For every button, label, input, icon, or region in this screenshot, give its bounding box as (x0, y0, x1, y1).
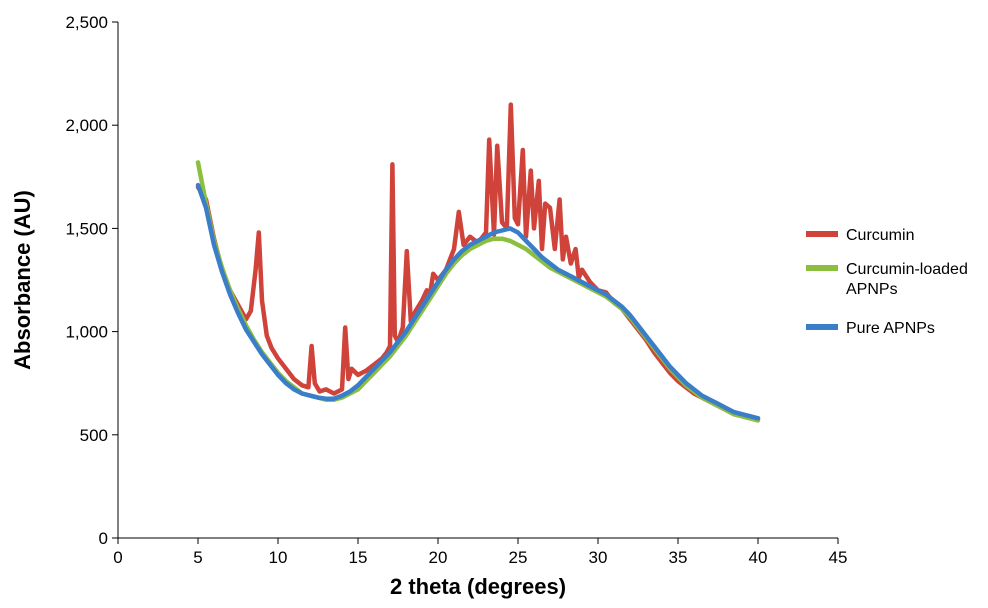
x-tick-label: 40 (749, 548, 768, 567)
series-line-2 (195, 182, 761, 421)
x-axis-title: 2 theta (degrees) (390, 574, 566, 599)
legend-label: Curcumin (846, 227, 914, 244)
x-tick-label: 25 (509, 548, 528, 567)
y-tick-label: 500 (80, 426, 108, 445)
y-axis-title: Absorbance (AU) (10, 190, 35, 370)
y-tick-label: 0 (99, 529, 108, 548)
legend-label: Curcumin-loaded APNPs (846, 261, 968, 298)
x-tick-label: 10 (269, 548, 288, 567)
x-tick-label: 30 (589, 548, 608, 567)
axes: 0 5 10 15 20 25 30 35 40 45 0 500 1,000 1,500 2,000 2,5… (65, 13, 847, 567)
x-tick-label: 20 (429, 548, 448, 567)
y-tick-label: 1,000 (65, 323, 108, 342)
series-layer (195, 102, 761, 423)
y-tick-label: 1,500 (65, 219, 108, 238)
y-tick-label: 2,000 (65, 116, 108, 135)
x-tick-label: 5 (193, 548, 202, 567)
legend: Curcumin Curcumin-loaded APNPs Pure APNPs (806, 227, 968, 337)
legend-item: Pure APNPs (806, 320, 935, 337)
x-tick-label: 0 (113, 548, 122, 567)
legend-item: Curcumin (806, 227, 914, 244)
y-tick-label: 2,500 (65, 13, 108, 32)
x-tick-label: 45 (829, 548, 848, 567)
legend-label: Pure APNPs (846, 320, 935, 337)
legend-item: Curcumin-loaded APNPs (806, 261, 968, 298)
x-tick-label: 15 (349, 548, 368, 567)
x-tick-label: 35 (669, 548, 688, 567)
